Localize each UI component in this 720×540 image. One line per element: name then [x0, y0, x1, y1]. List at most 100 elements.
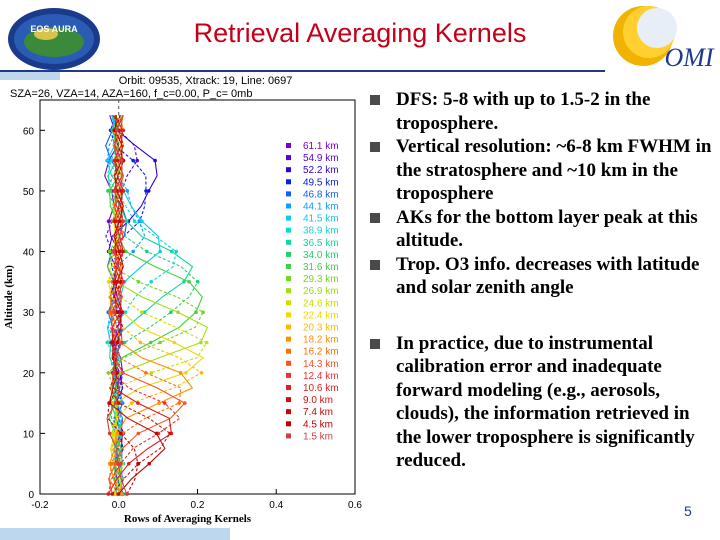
- y-tick-label: 20: [23, 369, 35, 380]
- legend-entry: 26.9 km: [303, 286, 339, 297]
- bullet-square-icon: [370, 259, 380, 270]
- kernel-line-316: [108, 114, 203, 495]
- bullet-in-practice: In practice, due to instrumental calibra…: [370, 332, 715, 473]
- legend-marker: [286, 385, 291, 390]
- legend-entry: 20.3 km: [303, 323, 339, 334]
- kernel-point: [204, 340, 209, 345]
- kernel-line-203: [108, 115, 203, 495]
- kernel-point: [116, 492, 121, 496]
- kernel-point: [117, 249, 122, 254]
- legend-entry: 18.2 km: [303, 335, 339, 346]
- kernel-line-224: [108, 115, 205, 495]
- legend-marker: [286, 300, 291, 306]
- kernel-point: [120, 158, 124, 163]
- legend-marker: [286, 336, 291, 342]
- kernel-point: [136, 401, 140, 405]
- kernel-line-441: [106, 115, 146, 495]
- kernel-line-389: [106, 115, 177, 495]
- legend-marker: [286, 264, 291, 269]
- bullet-square-icon: [370, 95, 380, 105]
- legend-marker: [286, 155, 291, 161]
- x-axis-label: Rows of Averaging Kernels: [124, 513, 252, 525]
- kernel-point: [131, 158, 135, 163]
- x-tick-label: -0.2: [31, 500, 49, 511]
- bullet-square-icon: [370, 142, 380, 152]
- kernel-point: [158, 249, 162, 254]
- kernel-line-74: [108, 115, 166, 495]
- kernel-point: [132, 219, 137, 223]
- kernel-point: [199, 340, 203, 345]
- x-tick-label: 0.4: [269, 500, 283, 511]
- kernel-point: [125, 189, 130, 193]
- kernel-point: [174, 249, 179, 254]
- slide-title: Retrieval Averaging Kernels: [193, 18, 527, 48]
- legend-marker: [286, 276, 291, 282]
- legend-entry: 49.5 km: [303, 177, 339, 188]
- legend-entry: 16.2 km: [303, 347, 339, 358]
- kernel-point: [154, 431, 159, 436]
- kernel-point: [110, 492, 114, 496]
- kernel-point: [113, 189, 117, 193]
- kernel-point: [157, 401, 161, 405]
- legend-entry: 10.6 km: [303, 383, 339, 394]
- legend-marker: [286, 251, 291, 257]
- kernel-point: [116, 401, 121, 405]
- legend-entry: 4.5 km: [303, 419, 333, 430]
- legend-marker: [286, 397, 291, 403]
- kernel-line-15: [106, 114, 128, 495]
- omi-logo: OMI: [603, 2, 718, 74]
- kernel-point: [112, 128, 116, 133]
- kernel-point: [136, 431, 141, 436]
- kernel-point: [109, 158, 113, 163]
- kernel-point: [170, 249, 174, 254]
- y-tick-label: 10: [23, 429, 35, 440]
- legend-entry: 52.2 km: [303, 165, 339, 176]
- legend-marker: [286, 227, 291, 233]
- kernel-point: [112, 249, 116, 254]
- kernel-point: [135, 158, 139, 163]
- legend-marker: [286, 360, 291, 366]
- kernel-point: [120, 340, 124, 345]
- kernel-point: [196, 280, 200, 284]
- legend-marker: [286, 409, 291, 415]
- kernel-point: [119, 492, 124, 496]
- kernel-point: [113, 219, 118, 223]
- bullet-text: Vertical resolution: ~6-8 km FWHM in the…: [396, 136, 712, 204]
- legend-entry: 41.5 km: [303, 214, 339, 225]
- legend-entry: 1.5 km: [303, 431, 333, 442]
- kernel-point: [182, 280, 186, 284]
- kernel-point: [176, 310, 180, 314]
- kernel-point: [124, 492, 129, 496]
- kernel-line-106: [107, 114, 172, 495]
- y-tick-label: 0: [28, 490, 34, 501]
- legend-entry: 9.0 km: [303, 395, 333, 406]
- kernel-point: [131, 249, 135, 254]
- kernel-point: [183, 401, 187, 405]
- kernel-point: [107, 431, 112, 436]
- kernel-point: [121, 219, 125, 223]
- kernel-point: [115, 158, 120, 163]
- bullet-vertical-resolution: Vertical resolution: ~6-8 km FWHM in the…: [370, 135, 715, 206]
- legend-entry: 24.6 km: [303, 298, 339, 309]
- legend-marker: [286, 288, 291, 294]
- kernel-point: [149, 371, 154, 375]
- kernel-point: [169, 310, 173, 314]
- legend-entry: 44.1 km: [303, 202, 339, 213]
- decor-bar-bottom: [0, 528, 230, 540]
- kernel-line-246: [107, 114, 208, 495]
- kernel-point: [122, 340, 127, 345]
- legend-entry: 61.1 km: [303, 141, 339, 152]
- kernel-point: [120, 371, 125, 375]
- kernel-point: [138, 340, 143, 345]
- kernel-point: [147, 461, 151, 466]
- kernel-point: [115, 310, 120, 314]
- kernel-point: [177, 401, 181, 405]
- legend-entry: 22.4 km: [303, 310, 339, 321]
- legend-marker: [286, 191, 291, 197]
- kernel-point: [146, 189, 151, 193]
- kernel-point: [113, 461, 118, 466]
- bullet-dfs: DFS: 5-8 with up to 1.5-2 in the troposp…: [370, 88, 715, 135]
- eos-aura-logo-text: EOS AURA: [30, 24, 78, 34]
- kernel-point: [112, 280, 116, 284]
- kernel-point: [144, 371, 148, 375]
